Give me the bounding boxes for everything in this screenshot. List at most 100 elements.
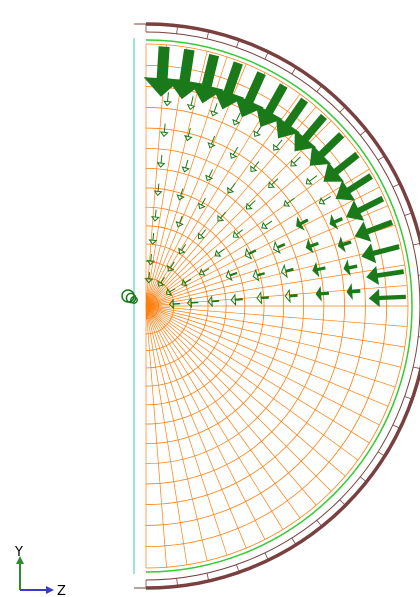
inner-load-arrow-head	[245, 202, 253, 210]
inner-load-arrow-head	[232, 118, 241, 126]
inner-load-arrow-head	[153, 190, 163, 197]
inner-load-arrow-head	[252, 268, 260, 282]
outer-load-arrow-head	[368, 288, 380, 307]
outer-ring-tick	[206, 573, 210, 582]
outer-load-arrow-head	[189, 81, 224, 104]
inner-load-arrow-head	[256, 291, 263, 305]
inner-load-arrow-shaft	[184, 278, 192, 284]
outer-ring-tick	[291, 537, 297, 545]
inner-load-arrow-shaft	[157, 183, 160, 192]
mesh-spoke	[145, 305, 167, 568]
inner-load-arrow-head	[232, 230, 240, 238]
inner-load-arrow-head	[337, 236, 346, 253]
outer-ring-tick	[359, 129, 367, 136]
inner-load-arrow-shaft	[320, 291, 330, 296]
inner-load-arrow-shaft	[187, 127, 191, 137]
outer-load-arrow-shaft	[302, 113, 327, 142]
inner-load-arrow-head	[227, 186, 235, 194]
outer-load-arrow-shaft	[179, 48, 195, 83]
outer-load-arrow-head	[212, 86, 245, 110]
inner-load-arrow-head	[176, 194, 185, 201]
z-axis-label: Z	[57, 584, 66, 597]
inner-load-arrow-shaft	[218, 248, 225, 254]
outer-load-arrow-shaft	[378, 294, 406, 301]
mesh-spoke	[145, 106, 317, 307]
outer-load-arrow-head	[234, 94, 264, 118]
inner-load-arrow-shaft	[160, 277, 165, 284]
inner-load-arrow-head	[283, 199, 291, 207]
outer-load-arrow-head	[294, 129, 317, 152]
inner-load-arrow-shaft	[200, 229, 207, 236]
outer-ring-tick	[404, 396, 413, 400]
inner-load-arrow-head	[225, 269, 233, 282]
inner-load-arrow-shaft	[253, 161, 260, 169]
outer-ring-tick	[339, 106, 346, 113]
inner-load-arrow-shaft	[286, 197, 295, 204]
axis-triad: Y Z	[14, 545, 66, 597]
outer-ring-arc	[145, 22, 420, 590]
mesh-spoke	[145, 305, 332, 492]
inner-load-arrow-head	[209, 110, 219, 117]
inner-load-arrow-shaft	[185, 159, 189, 169]
outer-load-arrow-head	[275, 115, 301, 139]
inner-load-arrow-shaft	[293, 156, 301, 164]
inner-load-arrow-shaft	[309, 175, 318, 182]
inner-load-arrow-head	[244, 247, 253, 260]
inner-load-arrow-shaft	[316, 266, 326, 272]
inner-load-arrow-shaft	[271, 178, 279, 186]
inner-load-arrow-shaft	[248, 249, 257, 255]
inner-load-arrow-head	[186, 297, 193, 309]
outer-load-arrow-shaft	[372, 244, 400, 256]
inner-load-arrow-shaft	[220, 211, 227, 219]
inner-load-arrow-shaft	[180, 188, 184, 197]
inner-load-arrow-head	[250, 165, 258, 173]
inner-load-arrow-head	[156, 162, 166, 168]
inner-load-arrow-head	[329, 214, 339, 230]
inner-load-arrow-shaft	[201, 197, 206, 206]
inner-load-arrow-head	[197, 202, 206, 210]
inner-load-arrow-shaft	[299, 218, 309, 226]
inner-load-arrow-shaft	[154, 209, 157, 218]
inner-load-arrow-shaft	[169, 288, 176, 293]
inner-load-arrow-shaft	[152, 232, 155, 241]
inner-load-arrow-head	[229, 152, 238, 159]
inner-load-arrow-head	[148, 239, 158, 245]
outer-load-arrow-shaft	[357, 195, 385, 214]
inner-load-arrow-head	[197, 232, 205, 240]
outer-ring-tick	[392, 424, 401, 429]
inner-load-arrow-shaft	[150, 253, 152, 261]
outer-load-arrow-head	[335, 180, 356, 201]
inner-load-arrow-shaft	[285, 267, 294, 273]
mesh-spoke	[145, 224, 396, 307]
pressure-load-arrows	[121, 46, 406, 320]
mesh-spoke	[145, 305, 380, 426]
inner-load-arrow-shaft	[276, 242, 286, 249]
inner-load-arrow-head	[159, 131, 169, 138]
center-dense-mesh	[146, 292, 152, 320]
outer-ring-tick	[176, 578, 178, 587]
mesh-spoke	[145, 305, 228, 556]
outer-load-arrow-head	[366, 265, 380, 286]
inner-load-arrow-head	[150, 216, 160, 222]
mesh-spoke	[145, 305, 247, 549]
outer-load-arrow-shaft	[346, 173, 373, 194]
inner-load-arrow-head	[230, 293, 237, 307]
inner-load-arrow-shaft	[289, 294, 298, 298]
inner-load-arrow-head	[315, 285, 322, 302]
mesh-spoke	[145, 205, 389, 307]
outer-ring-tick	[176, 25, 178, 34]
mesh-spoke	[145, 244, 401, 307]
inner-load-arrow-head	[214, 249, 222, 257]
outer-ring-tick	[236, 39, 240, 48]
inner-load-arrow-shaft	[351, 289, 361, 294]
inner-load-arrow-shaft	[235, 112, 241, 122]
inner-load-arrow-shaft	[166, 92, 169, 102]
center-load-marker	[130, 296, 138, 304]
inner-load-arrow-shaft	[211, 299, 220, 303]
mesh-spoke	[145, 305, 401, 368]
outer-ring-tick	[377, 155, 385, 161]
inner-load-arrow-head	[168, 298, 175, 310]
inner-load-arrow-head	[343, 259, 351, 277]
inner-load-arrow-head	[217, 214, 225, 222]
